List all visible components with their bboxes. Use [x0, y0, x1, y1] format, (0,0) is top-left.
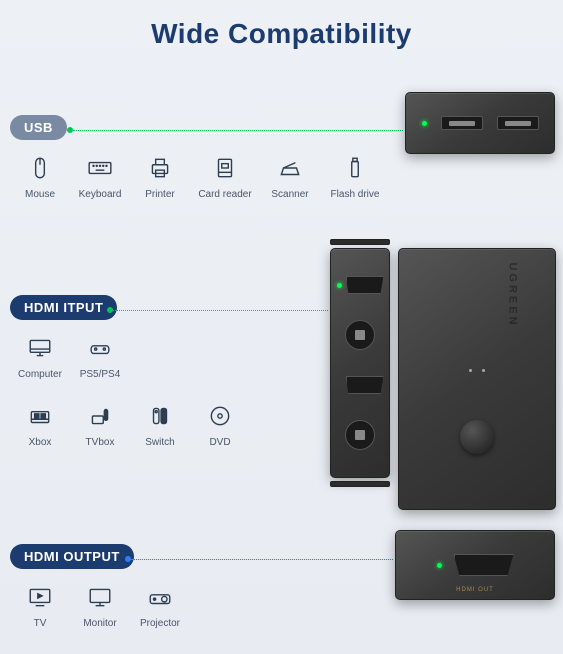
hdmi-out-label: HDMI OUT [456, 587, 494, 593]
dvd-icon [206, 402, 234, 430]
projector-icon [146, 583, 174, 611]
icon-ps5: PS5/PS4 [70, 334, 130, 380]
icon-switch: Switch [130, 402, 190, 448]
tvbox-icon [86, 402, 114, 430]
hdmi-out-port [454, 554, 514, 576]
output-line [131, 559, 393, 560]
page-title: Wide Compatibility [0, 0, 563, 50]
icon-dvd: DVD [190, 402, 250, 448]
mouse-icon [26, 154, 54, 182]
device-side-view [330, 248, 390, 478]
icon-projector: Projector [130, 583, 190, 629]
printer-icon [146, 154, 174, 182]
icon-keyboard: Keyboard [70, 154, 130, 200]
device-bottom-slit [330, 481, 390, 487]
hdmi-input-section: HDMI ITPUT Computer PS5/PS4 Xbox TVbo [10, 295, 250, 448]
device-usb-view [405, 92, 555, 154]
usb-b-2 [345, 420, 375, 450]
monitor-icon [86, 583, 114, 611]
icon-xbox: Xbox [10, 402, 70, 448]
icon-scanner: Scanner [260, 154, 320, 200]
scanner-icon [276, 154, 304, 182]
ps5-icon [86, 334, 114, 362]
tv-icon [26, 583, 54, 611]
icon-monitor: Monitor [70, 583, 130, 629]
icon-flash-drive: Flash drive [320, 154, 390, 200]
usb-pill: USB [10, 115, 67, 140]
flash-drive-icon [341, 154, 369, 182]
out-led [437, 563, 442, 568]
usb-b-1 [345, 320, 375, 350]
icon-tv: TV [10, 583, 70, 629]
hdmi-input-pill: HDMI ITPUT [10, 295, 117, 320]
icon-tvbox: TVbox [70, 402, 130, 448]
hdmi-in-1 [346, 276, 384, 294]
icon-printer: Printer [130, 154, 190, 200]
usb-port-2 [497, 116, 539, 130]
input-line [113, 310, 328, 311]
output-row: TV Monitor Projector [10, 583, 190, 629]
usb-port-1 [441, 116, 483, 130]
icon-card-reader: Card reader [190, 154, 260, 200]
computer-icon [26, 334, 54, 362]
switch-button [460, 420, 494, 454]
hdmi-output-pill: HDMI OUTPUT [10, 544, 134, 569]
usb-led-icon [422, 121, 427, 126]
hdmi-input-pill-label: HDMI ITPUT [24, 300, 103, 315]
device-output-view: HDMI OUT [395, 530, 555, 600]
brand-label: UGREEN [506, 262, 518, 327]
hdmi-in-2 [346, 376, 384, 394]
icon-mouse: Mouse [10, 154, 70, 200]
device-top-view: UGREEN [398, 248, 556, 510]
indicator-dots [469, 369, 485, 372]
icon-computer: Computer [10, 334, 70, 380]
usb-pill-label: USB [24, 120, 53, 135]
switch-icon [146, 402, 174, 430]
keyboard-icon [86, 154, 114, 182]
card-reader-icon [211, 154, 239, 182]
hdmi-output-pill-label: HDMI OUTPUT [24, 549, 120, 564]
usb-line [73, 130, 403, 131]
input-row2: Xbox TVbox Switch DVD [10, 402, 250, 448]
input-row1: Computer PS5/PS4 [10, 334, 250, 380]
hdmi-output-section: HDMI OUTPUT TV Monitor Projector [10, 544, 190, 629]
device-top-slit [330, 239, 390, 245]
xbox-icon [26, 402, 54, 430]
side-led-1 [337, 283, 342, 288]
usb-icons-row: Mouse Keyboard Printer Card reader Scann… [10, 154, 390, 200]
